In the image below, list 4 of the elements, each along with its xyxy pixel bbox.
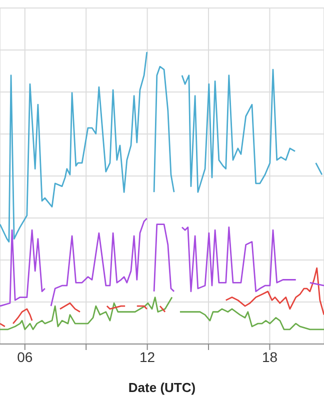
x-tick-label: 12	[140, 348, 156, 365]
x-axis-title: Date (UTC)	[127, 380, 197, 395]
x-tick-label: 06	[17, 348, 33, 365]
x-tick-label: 18	[262, 348, 278, 365]
